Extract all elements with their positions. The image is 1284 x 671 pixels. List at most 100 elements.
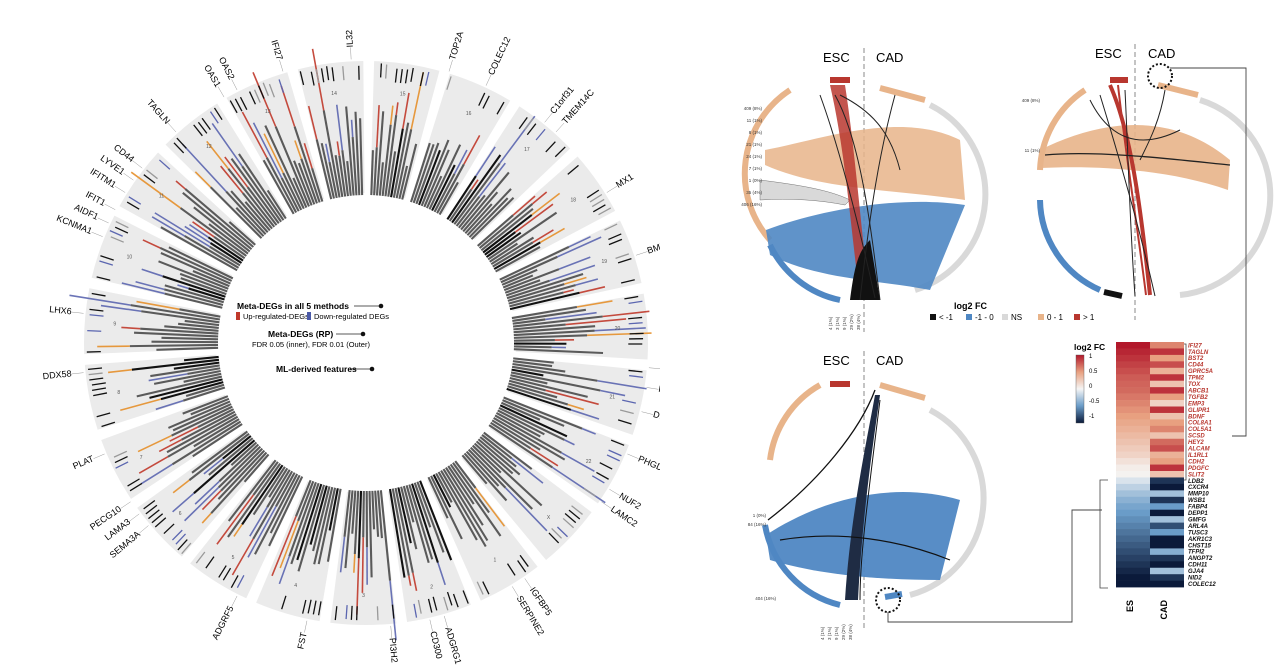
sector-number: 8 <box>117 390 120 396</box>
sector-background <box>256 481 342 622</box>
heat-cell-es <box>1116 464 1150 472</box>
heat-cell-es <box>1116 380 1150 388</box>
heatmap-colorbar <box>1075 354 1085 424</box>
heat-cell-es <box>1116 361 1150 369</box>
heat-cell-cad <box>1150 438 1184 446</box>
chord-tick-label: 11 (1%) <box>747 118 763 123</box>
gene-label: CD300 <box>428 630 444 660</box>
esc-label-1: ESC <box>823 50 850 65</box>
heat-cell-es <box>1116 425 1150 433</box>
heat-cell-es <box>1116 554 1150 562</box>
meta-all-label: Meta-DEGs in all 5 methods <box>237 301 349 311</box>
colorbar-tick: -1 <box>1089 414 1095 420</box>
chord-tick-label: 11 (1%) <box>1025 148 1041 153</box>
arc-esc-up <box>741 87 792 242</box>
heat-gene-up: GPRC5A <box>1188 369 1213 375</box>
sector-number: 19 <box>601 259 607 265</box>
gene-label: OAS1 <box>202 63 223 89</box>
heat-cell-cad <box>1150 419 1184 427</box>
chord-tick-label: 29 (2%) <box>841 624 846 640</box>
colorbar-tick: 1 <box>1089 354 1093 360</box>
heat-cell-cad <box>1150 574 1184 581</box>
heat-cell-cad <box>1150 387 1184 394</box>
sector-number: 15 <box>400 92 406 98</box>
chord-tick-label: 404 (16%) <box>755 596 776 601</box>
heat-cell-cad <box>1150 412 1184 420</box>
gene-label: TOP2A <box>447 30 465 61</box>
heat-gene-up: CD44 <box>1188 363 1204 369</box>
heat-cell-cad <box>1150 380 1184 388</box>
heat-cell-es <box>1116 471 1150 478</box>
sector-background <box>507 357 647 435</box>
heat-cell-cad <box>1150 451 1184 459</box>
heat-cell-es <box>1116 458 1150 465</box>
heat-cell-cad <box>1150 445 1184 452</box>
arc-cad-ns <box>914 102 989 293</box>
cad-label-2: CAD <box>1148 46 1175 61</box>
heatmap: log2 FC 1 0.5 0 -0.5 -1 IFI27TAGLNBST2CD44GP… <box>1074 342 1216 620</box>
sector-number: 10 <box>127 254 133 260</box>
heat-cell-cad <box>1150 348 1184 356</box>
up-label: Up-regulated-DEGs <box>243 312 309 321</box>
gene-label: FST <box>295 631 308 650</box>
legend-label: 0 - 1 <box>1047 313 1064 322</box>
heat-cell-es <box>1116 354 1150 362</box>
chord-tick-label: 406 (16%) <box>741 202 762 207</box>
heat-cell-es <box>1116 342 1150 349</box>
heat-cell-cad <box>1150 406 1184 414</box>
sector-number: 14 <box>331 91 337 97</box>
heat-cell-cad <box>1150 458 1184 465</box>
heat-cell-es <box>1116 483 1150 491</box>
legend-label: -1 - 0 <box>975 313 994 322</box>
sector-number: 9 <box>113 321 116 327</box>
heat-gene-down: MMP10 <box>1188 492 1209 498</box>
gene-label: IL32 <box>344 30 355 48</box>
chord-legend: log2 FC < -1 -1 - 0 NS 0 - 1 > 1 <box>930 301 1095 322</box>
sector-number: 21 <box>609 395 615 401</box>
heatmap-cells <box>1116 342 1184 588</box>
heat-cell-cad <box>1150 535 1184 543</box>
heat-cell-cad <box>1150 361 1184 369</box>
down-swatch <box>307 312 311 320</box>
sector-background <box>370 61 440 199</box>
heat-cell-es <box>1116 535 1150 543</box>
heatmap-gene-labels: IFI27TAGLNBST2CD44GPRC5ATPM2TOXABCB1TGFB… <box>1187 343 1216 588</box>
heat-cell-cad <box>1150 567 1184 575</box>
chord-tick-label: 9 (1%) <box>842 316 847 330</box>
chord-tick-label: 409 (8%) <box>744 106 763 111</box>
chord-tick-label: 409 (8%) <box>1022 98 1041 103</box>
heat-cell-es <box>1116 574 1150 581</box>
heat-cell-cad <box>1150 490 1184 498</box>
heat-gene-up: TOX <box>1188 382 1201 388</box>
heat-gene-down: ARL4A <box>1187 524 1208 530</box>
heat-gene-down: NID2 <box>1188 576 1202 582</box>
heat-gene-down: WSB1 <box>1188 498 1206 504</box>
legend-swatch <box>966 314 972 320</box>
heat-cell-es <box>1116 548 1150 556</box>
heat-gene-up: IL1RL1 <box>1188 453 1209 459</box>
chord-tick-label: 4 (1%) <box>828 316 833 330</box>
heat-cell-es <box>1116 432 1150 440</box>
sector-number: 20 <box>615 326 621 332</box>
heat-gene-down: LDB2 <box>1188 479 1204 485</box>
chord-tick-label: 21 (1%) <box>746 142 762 147</box>
heat-cell-cad <box>1150 503 1184 510</box>
legend-swatch <box>1002 314 1008 320</box>
colorbar-tick: 0 <box>1089 384 1093 390</box>
gene-label: AIDF1 <box>73 202 100 222</box>
heat-gene-down: AKR1C3 <box>1187 537 1213 543</box>
highlight-circle-bottom <box>875 587 901 613</box>
heat-cell-es <box>1116 393 1150 401</box>
circos-gray-core <box>129 106 604 581</box>
heat-cell-es <box>1116 541 1150 549</box>
gene-label: PHGDH <box>637 453 660 475</box>
chord-tick-label: 24 (1%) <box>746 154 762 159</box>
colorbar-tick: -0.5 <box>1089 399 1100 405</box>
chord-panel-2: ESC CAD 409 (8%) 11 (1%) <box>1022 44 1274 320</box>
legend-label: < -1 <box>939 313 954 322</box>
col-label-es: ES <box>1125 600 1135 612</box>
heat-cell-cad <box>1150 522 1184 530</box>
gene-label: PLAT <box>71 453 95 471</box>
sector-number: 18 <box>570 198 576 204</box>
